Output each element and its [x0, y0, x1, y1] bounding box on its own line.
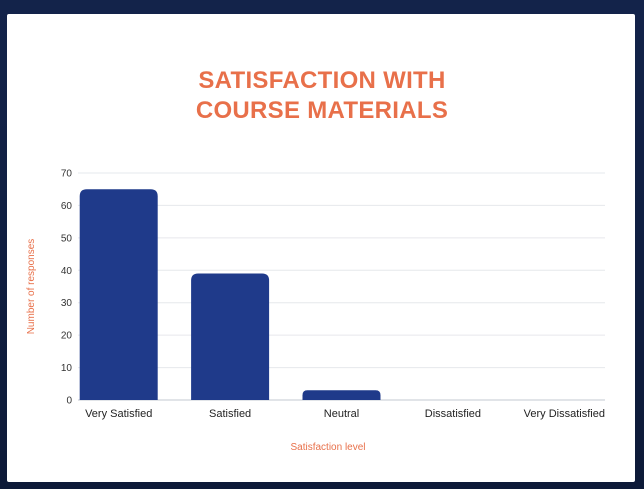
y-axis-label: Number of responses [26, 239, 37, 335]
x-tick-label: Dissatisfied [425, 408, 481, 420]
x-tick-label: Very Dissatisfied [524, 408, 605, 420]
chart-title-line-1: SATISFACTION WITH [198, 67, 446, 94]
y-tick-label: 60 [61, 201, 73, 212]
chart-title-line-2: COURSE MATERIALS [195, 97, 449, 124]
x-axis-categories: Very Satisfied Satisfied Neutral Dissatisfi… [85, 408, 605, 420]
bar [302, 390, 381, 400]
bar [79, 189, 158, 400]
y-axis-ticks: 0 10 20 30 40 50 60 70 [61, 169, 73, 407]
gridlines [78, 172, 605, 401]
y-tick-label: 20 [61, 331, 73, 342]
x-axis-label: Satisfaction level [290, 442, 365, 453]
y-tick-label: 40 [61, 266, 73, 277]
bar [191, 273, 270, 400]
y-tick-label: 70 [61, 169, 73, 180]
y-tick-label: 10 [61, 363, 73, 374]
x-tick-label: Very Satisfied [85, 408, 152, 420]
y-tick-label: 50 [61, 233, 73, 244]
bars [79, 189, 381, 400]
x-tick-label: Neutral [324, 408, 359, 420]
chart-title: SATISFACTION WITH COURSE MATERIALS [0, 66, 644, 126]
y-tick-label: 0 [66, 396, 72, 407]
y-tick-label: 30 [61, 298, 73, 309]
x-tick-label: Satisfied [209, 408, 251, 420]
